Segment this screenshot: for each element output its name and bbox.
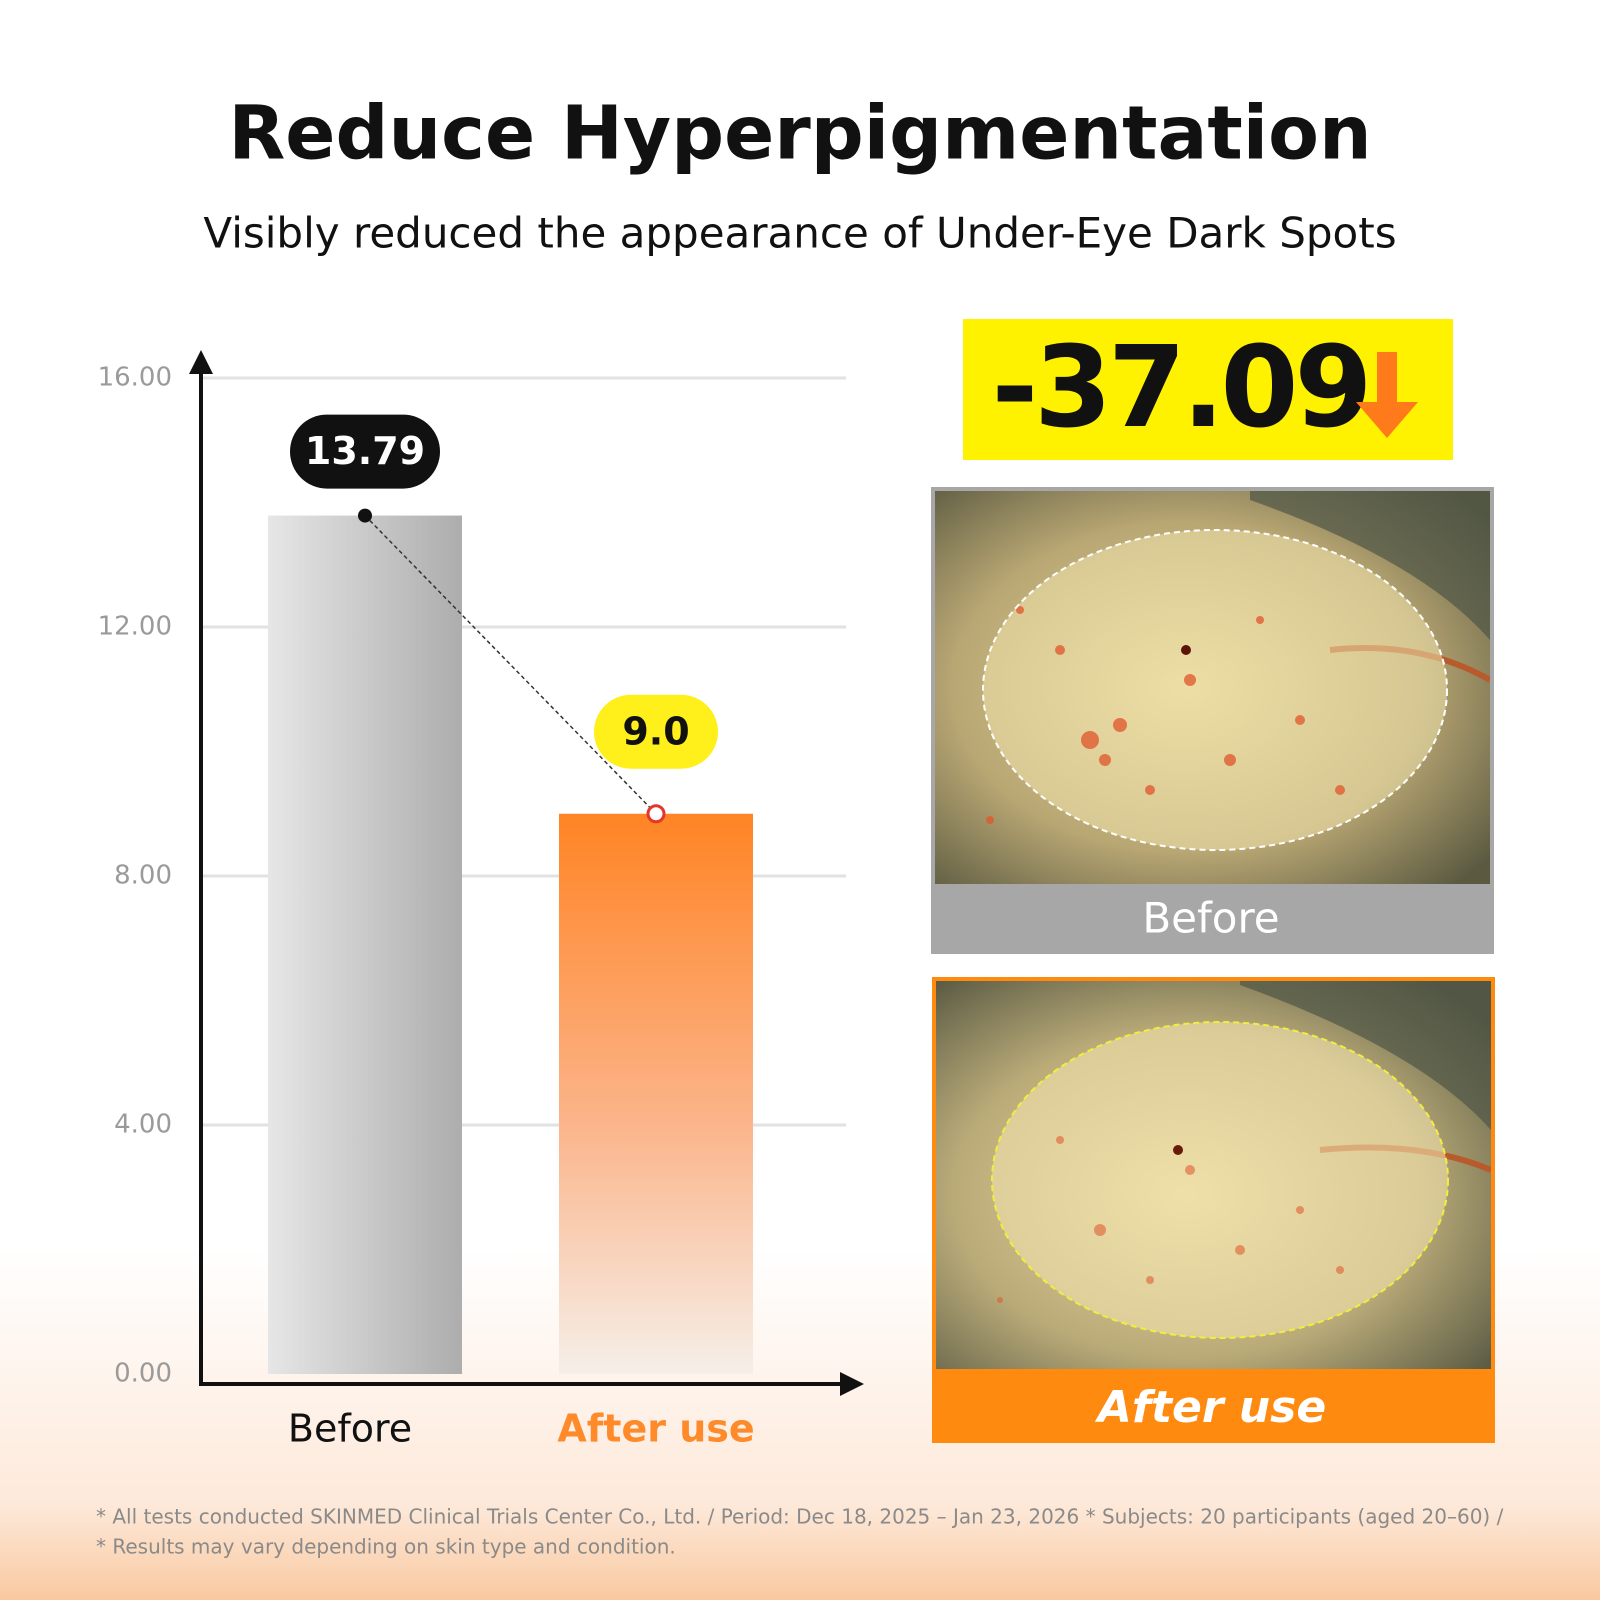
y-tick-label: 8.00 xyxy=(114,861,172,891)
x-tick-label: After use xyxy=(557,1407,754,1451)
point-marker xyxy=(646,804,666,824)
before-photo xyxy=(935,491,1490,884)
point-marker xyxy=(358,508,372,523)
title: Reduce Hyperpigmentation xyxy=(228,91,1371,177)
x-axis-arrow xyxy=(840,1372,864,1396)
change-badge xyxy=(963,319,1453,460)
value-badge xyxy=(290,414,440,489)
plot-area: 0.00 4.00 8.00 12.00 16.00 Before After use 13.… xyxy=(98,363,846,1451)
value-badge xyxy=(594,694,718,769)
y-tick-label: 12.00 xyxy=(98,612,172,642)
change-label: -37.09 xyxy=(992,323,1369,453)
y-tick-label: 4.00 xyxy=(114,1110,172,1140)
value-label: 13.79 xyxy=(305,429,425,473)
footnote: * Results may vary depending on skin typ… xyxy=(96,1535,676,1559)
footnote: * All tests conducted SKINMED Clinical T… xyxy=(96,1505,1504,1529)
x-tick-label: Before xyxy=(288,1407,412,1451)
after-photo-caption: After use xyxy=(1095,1382,1326,1433)
y-tick-label: 0.00 xyxy=(114,1359,172,1389)
after-photo xyxy=(936,981,1491,1369)
down-arrow-icon xyxy=(1356,352,1418,438)
bar xyxy=(559,813,753,1374)
y-tick-label: 16.00 xyxy=(98,363,172,393)
value-label: 9.0 xyxy=(622,709,689,753)
subtitle: Visibly reduced the appearance of Under-… xyxy=(203,209,1396,258)
y-axis-arrow xyxy=(189,350,213,374)
bar xyxy=(268,515,462,1374)
before-photo-caption: Before xyxy=(1142,894,1279,943)
